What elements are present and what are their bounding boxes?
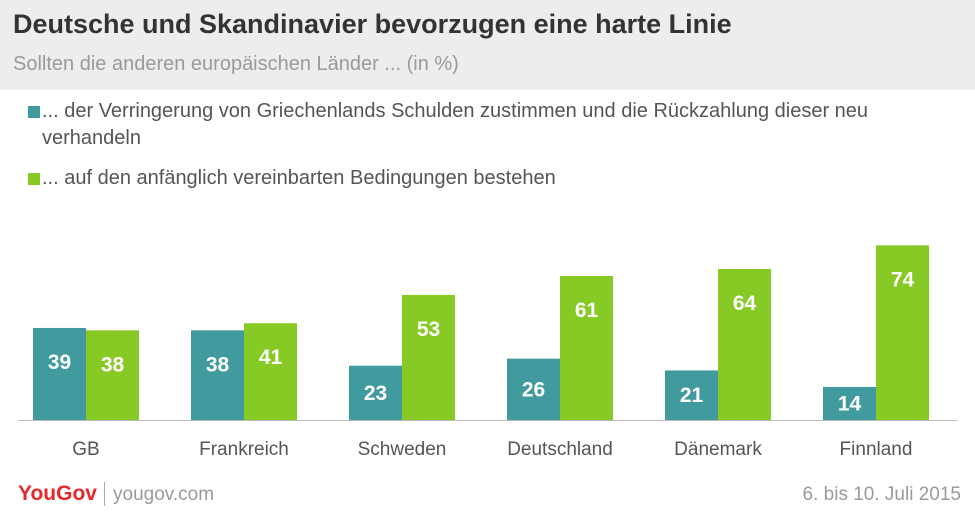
bar-green-schweden (402, 294, 455, 420)
category-label: Deutschland (507, 439, 613, 460)
footer-date: 6. bis 10. Juli 2015 (802, 484, 961, 505)
legend-item-green: ... auf den anfänglich vereinbarten Bedi… (42, 167, 556, 189)
chart-title: Deutsche und Skandinavier bevorzugen ein… (13, 9, 732, 39)
bar-teal-finnland (823, 386, 876, 420)
bar-teal-gb (33, 327, 86, 420)
legend-swatch-green (28, 173, 40, 185)
data-label: 38 (101, 353, 125, 376)
bar-teal-frankreich (191, 330, 244, 420)
bar-green-finnland (876, 245, 929, 420)
category-label: Frankreich (199, 439, 289, 460)
data-label: 21 (680, 384, 704, 407)
category-label: GB (72, 439, 99, 460)
footer-url: yougov.com (113, 484, 215, 505)
yougov-logo: YouGov (18, 482, 97, 505)
legend-swatch-teal (28, 106, 40, 118)
bar-teal-deutschland (507, 358, 560, 420)
bar-green-deutschland (560, 276, 613, 420)
data-label: 74 (891, 268, 915, 291)
bar-green-gb (86, 330, 139, 420)
data-label: 14 (838, 392, 862, 415)
data-label: 23 (364, 382, 387, 405)
chart-subtitle: Sollten die anderen europäischen Länder … (13, 53, 459, 75)
bar-green-dänemark (718, 268, 771, 420)
data-label: 38 (206, 353, 230, 376)
category-label: Dänemark (674, 439, 762, 460)
data-label: 53 (417, 318, 440, 341)
bar-teal-schweden (349, 365, 402, 420)
data-label: 26 (522, 378, 545, 401)
bar-teal-dänemark (665, 370, 718, 420)
data-label: 41 (259, 346, 283, 369)
category-label: Finnland (840, 439, 913, 460)
legend-item-teal: ... der Verringerung von Griechenlands S… (42, 100, 869, 149)
category-label: Schweden (358, 439, 447, 460)
bar-chart: 39 38 GB 38 41 Frankreich 23 53 Schweden 26 61 Deut… (18, 245, 957, 460)
footer-divider (104, 482, 105, 506)
data-label: 39 (48, 351, 71, 374)
data-label: 61 (575, 299, 599, 322)
data-label: 64 (733, 292, 757, 315)
header-band: Deutsche und Skandinavier bevorzugen ein… (0, 0, 975, 90)
bar-green-frankreich (244, 323, 297, 420)
